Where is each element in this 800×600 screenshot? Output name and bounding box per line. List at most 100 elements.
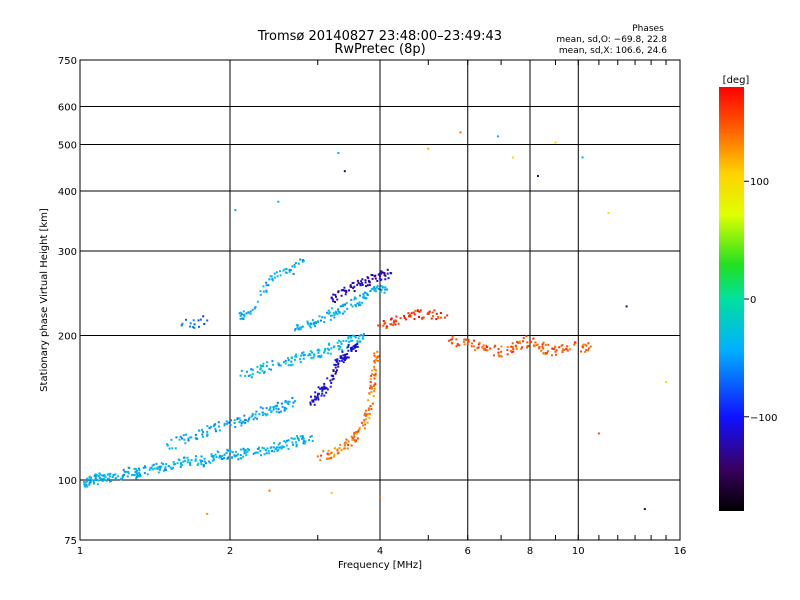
data-point xyxy=(103,479,106,482)
data-point xyxy=(301,352,304,355)
data-point xyxy=(153,467,156,470)
data-point xyxy=(347,349,350,352)
data-point xyxy=(206,512,209,515)
data-point xyxy=(561,344,564,347)
data-point xyxy=(589,345,592,348)
data-point xyxy=(427,147,430,150)
data-point xyxy=(127,470,130,473)
data-point xyxy=(269,446,272,449)
data-point xyxy=(330,347,333,350)
data-point xyxy=(534,341,537,344)
data-point xyxy=(354,343,357,346)
data-point xyxy=(189,464,192,467)
data-point xyxy=(338,447,341,450)
data-point xyxy=(261,407,264,410)
data-point xyxy=(284,359,287,362)
data-point xyxy=(362,337,365,340)
data-point xyxy=(283,268,286,271)
data-point xyxy=(241,317,244,320)
data-point xyxy=(219,456,222,459)
data-point xyxy=(314,398,317,401)
data-point xyxy=(209,461,212,464)
data-point xyxy=(544,343,547,346)
data-point xyxy=(135,472,138,475)
data-point xyxy=(162,463,165,466)
data-point xyxy=(323,387,326,390)
data-point xyxy=(356,345,359,348)
data-point xyxy=(277,448,280,451)
data-point xyxy=(251,412,254,415)
data-point xyxy=(383,291,386,294)
data-point xyxy=(99,473,102,476)
data-point xyxy=(298,358,301,361)
data-point xyxy=(271,279,274,282)
data-point xyxy=(202,464,205,467)
data-point xyxy=(317,386,320,389)
data-point xyxy=(244,449,247,452)
data-point xyxy=(298,326,301,329)
data-point xyxy=(247,374,250,377)
data-point xyxy=(365,297,368,300)
data-point xyxy=(260,454,263,457)
data-point xyxy=(88,479,91,482)
data-point xyxy=(462,340,465,343)
data-point xyxy=(116,475,119,478)
data-point xyxy=(561,350,564,353)
data-point xyxy=(353,335,356,338)
data-point xyxy=(373,373,376,376)
data-point xyxy=(95,479,98,482)
data-point xyxy=(181,322,184,325)
data-point xyxy=(339,305,342,308)
data-point xyxy=(321,388,324,391)
data-point xyxy=(372,395,375,398)
data-point xyxy=(337,348,340,351)
y-tick-label: 500 xyxy=(58,141,77,152)
data-point xyxy=(209,425,212,428)
data-point xyxy=(254,413,257,416)
data-point xyxy=(538,346,541,349)
data-point xyxy=(254,416,257,419)
data-point xyxy=(330,491,333,494)
data-point xyxy=(239,457,242,460)
data-point xyxy=(363,419,366,422)
colorbar-ticks: 100 0 −100 xyxy=(744,177,777,424)
data-point xyxy=(279,270,282,273)
data-point xyxy=(361,283,364,286)
data-point xyxy=(373,387,376,390)
data-point xyxy=(343,289,346,292)
data-point xyxy=(279,446,282,449)
data-point xyxy=(273,272,276,275)
data-point xyxy=(336,312,339,315)
data-point xyxy=(187,459,190,462)
data-point xyxy=(500,345,503,348)
data-point xyxy=(323,316,326,319)
data-point xyxy=(310,435,313,438)
data-point xyxy=(489,347,492,350)
data-point xyxy=(97,475,100,478)
data-point xyxy=(261,446,264,449)
data-point xyxy=(374,356,377,359)
data-point xyxy=(240,424,243,427)
data-point xyxy=(345,302,348,305)
data-point xyxy=(313,324,316,327)
data-point xyxy=(114,473,117,476)
data-point xyxy=(272,446,275,449)
data-point xyxy=(249,310,252,313)
data-point xyxy=(266,413,269,416)
data-point xyxy=(128,466,131,469)
data-point xyxy=(373,365,376,368)
data-point xyxy=(149,466,152,469)
data-point xyxy=(361,278,364,281)
data-point xyxy=(580,350,583,353)
data-point xyxy=(138,469,141,472)
data-point xyxy=(272,363,275,366)
data-point xyxy=(264,412,267,415)
data-point xyxy=(405,318,408,321)
data-point xyxy=(371,369,374,372)
data-point xyxy=(278,364,281,367)
data-point xyxy=(356,302,359,305)
data-point xyxy=(313,398,316,401)
data-point xyxy=(418,316,421,319)
data-point xyxy=(172,460,175,463)
data-point xyxy=(482,344,485,347)
